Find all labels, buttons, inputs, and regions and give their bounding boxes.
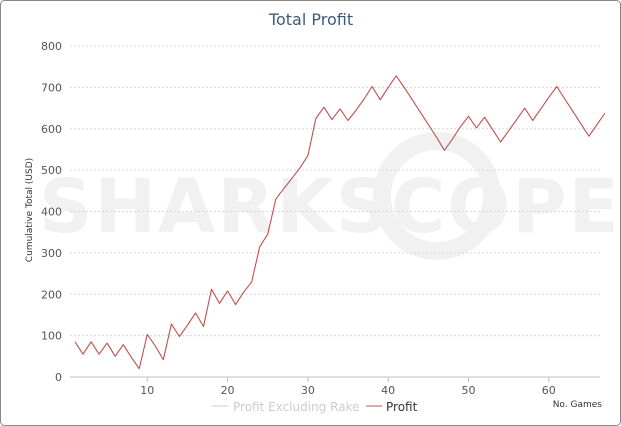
- x-tick-label: 40: [381, 384, 395, 397]
- legend-item-profit[interactable]: Profit: [366, 400, 418, 414]
- x-axis-title: No. Games: [553, 400, 603, 410]
- legend: Profit Excluding Rake Profit: [212, 400, 418, 414]
- legend-label: Profit: [386, 400, 418, 414]
- x-tick-label: 60: [542, 384, 556, 397]
- y-tick-label: 100: [41, 330, 62, 343]
- watermark-text: SHARKSCOPE: [39, 164, 621, 250]
- grid: [70, 45, 600, 337]
- x-tick-label: 10: [140, 384, 154, 397]
- y-tick-label: 400: [41, 206, 62, 219]
- legend-label: Profit Excluding Rake: [233, 400, 359, 414]
- y-tick-label: 700: [41, 81, 62, 94]
- chart-title: Total Profit: [268, 10, 353, 29]
- x-tick-label: 50: [461, 384, 475, 397]
- watermark: SHARKSCOPE: [39, 132, 621, 260]
- x-axis-ticks: 10 20 30 40 50 60: [140, 377, 556, 397]
- y-axis-title: Cumulative Total (USD): [25, 158, 35, 262]
- series-line-profit: [74, 75, 606, 370]
- y-axis-ticks: 0 100 200 300 400 500 600 700 800: [41, 40, 62, 384]
- legend-item-profit-excluding-rake[interactable]: Profit Excluding Rake: [212, 400, 359, 414]
- x-tick-label: 20: [221, 384, 235, 397]
- y-tick-label: 200: [41, 288, 62, 301]
- series: [74, 75, 606, 370]
- y-tick-label: 300: [41, 247, 62, 260]
- y-tick-label: 500: [41, 164, 62, 177]
- y-tick-label: 800: [41, 40, 62, 53]
- watermark-scope-icon: [373, 132, 501, 260]
- y-tick-label: 0: [55, 371, 62, 384]
- y-tick-label: 600: [41, 123, 62, 136]
- x-tick-label: 30: [301, 384, 315, 397]
